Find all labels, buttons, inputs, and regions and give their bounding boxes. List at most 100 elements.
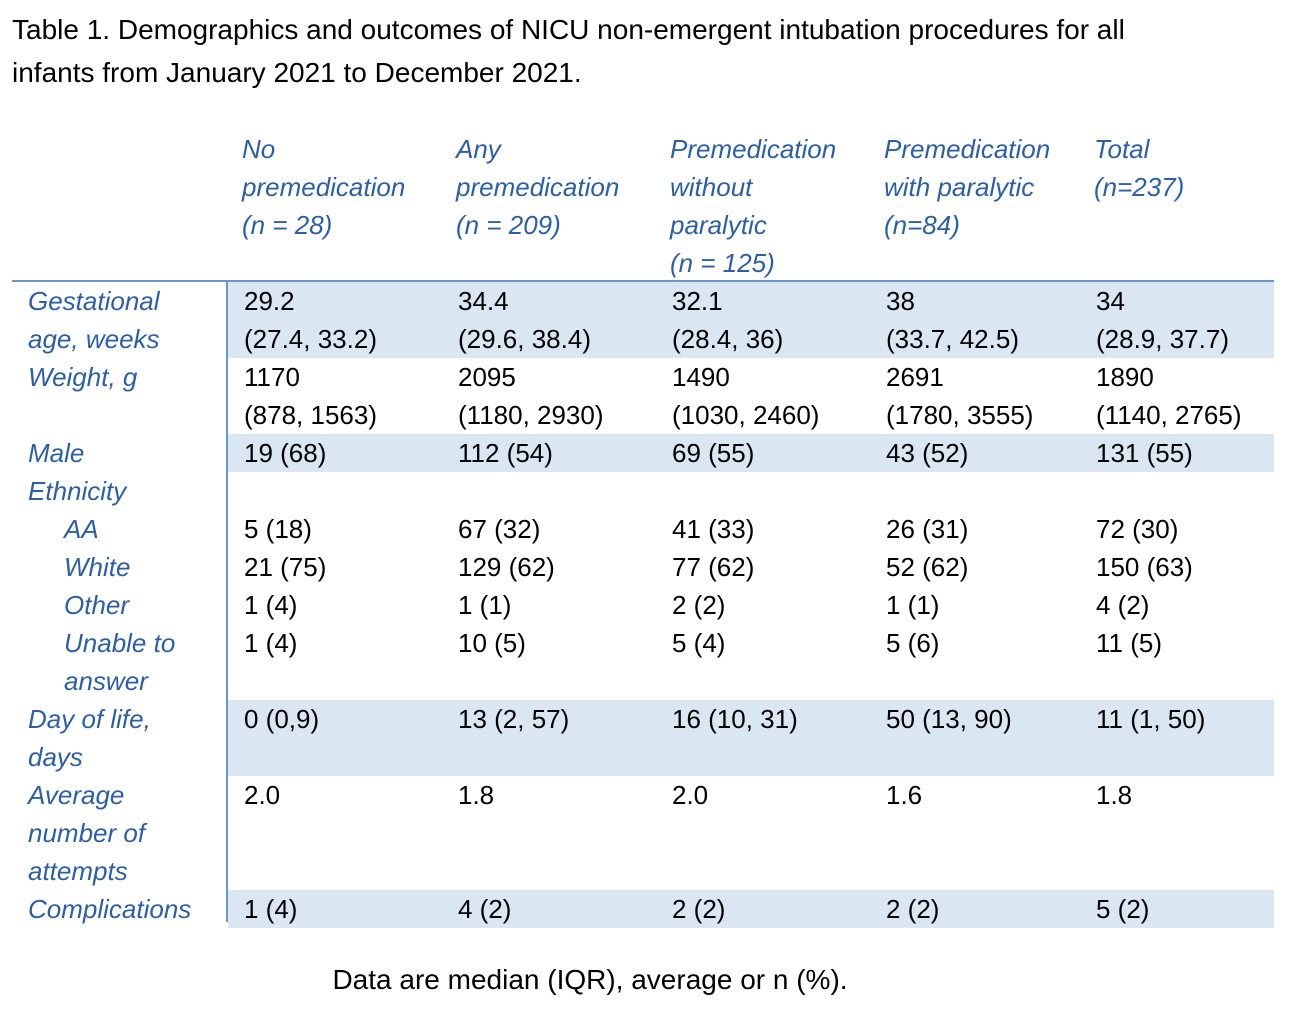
cell-line: 11 (5): [1096, 628, 1162, 658]
row-shading: [228, 434, 1274, 472]
cell-line: (878, 1563): [244, 400, 377, 430]
row-label-line: Other: [64, 590, 130, 620]
column-header-line: premedication: [242, 172, 406, 202]
cell-line: 41 (33): [672, 514, 755, 544]
column-header-line: premedication: [456, 172, 620, 202]
table-cell: 29.2 (27.4, 33.2): [244, 282, 377, 358]
table-cell: 5 (18): [244, 510, 312, 548]
cell-line: (29.6, 38.4): [458, 324, 591, 354]
table-cell: 4 (2): [1096, 586, 1149, 624]
table-row: AA 5 (18) 67 (32) 41 (33) 26 (31) 72 (30): [12, 510, 1274, 548]
table-cell: 19 (68): [244, 434, 326, 472]
row-label-line: Ethnicity: [28, 476, 127, 506]
cell-line: 26 (31): [886, 514, 969, 544]
row-label: Complications: [28, 890, 191, 928]
table-cell: 1.8: [1096, 776, 1132, 814]
cell-line: 19 (68): [244, 438, 327, 468]
cell-line: 1170: [244, 362, 300, 392]
table-cell: 2.0: [244, 776, 280, 814]
cell-line: 1.8: [458, 780, 495, 810]
row-label-line: AA: [64, 514, 99, 544]
table-cell: 10 (5): [458, 624, 526, 662]
cell-line: 5 (6): [886, 628, 940, 658]
cell-line: 38: [886, 286, 915, 316]
table-cell: 1 (1): [458, 586, 511, 624]
row-shading: [228, 700, 1274, 776]
caption-line: infants from January 2021 to December 20…: [12, 57, 582, 88]
row-label: Ethnicity: [28, 472, 126, 510]
column-header: Premedication with paralytic (n=84): [884, 130, 1050, 244]
cell-line: 1890: [1096, 362, 1154, 392]
table-cell: 131 (55): [1096, 434, 1193, 472]
table-footnote: Data are median (IQR), average or n (%).: [332, 964, 848, 995]
table-cell: 1 (4): [244, 586, 297, 624]
cell-line: 150 (63): [1096, 552, 1193, 582]
cell-line: 1 (4): [244, 590, 298, 620]
row-label: White: [64, 548, 130, 586]
table-row: Complications 1 (4) 4 (2) 2 (2) 2 (2) 5 (2): [12, 890, 1274, 928]
table-cell: 69 (55): [672, 434, 754, 472]
cell-line: (28.4, 36): [672, 324, 784, 354]
row-label: Weight, g: [28, 358, 137, 396]
table-cell: 32.1 (28.4, 36): [672, 282, 783, 358]
row-label-line: Average: [28, 780, 125, 810]
column-header-line: Any: [456, 134, 501, 164]
column-header-line: (n=237): [1094, 172, 1185, 202]
cell-line: 2095: [458, 362, 516, 392]
row-label: Average number of attempts: [28, 776, 145, 890]
row-label-line: White: [64, 552, 131, 582]
column-header-line: without: [670, 172, 753, 202]
row-shading: [228, 890, 1274, 928]
header-rule: [12, 280, 1274, 282]
table-cell: 41 (33): [672, 510, 754, 548]
caption-line: Table 1. Demographics and outcomes of NI…: [12, 14, 1125, 45]
row-label: Gestational age, weeks: [28, 282, 160, 358]
table-cell: 0 (0,9): [244, 700, 319, 738]
table-row: White 21 (75) 129 (62) 77 (62) 52 (62) 150 (6…: [12, 548, 1274, 586]
column-header-line: Premedication: [884, 134, 1051, 164]
row-label-line: Male: [28, 438, 85, 468]
table-cell: 150 (63): [1096, 548, 1193, 586]
table-cell: 16 (10, 31): [672, 700, 798, 738]
cell-line: (28.9, 37.7): [1096, 324, 1229, 354]
cell-line: 1 (4): [244, 628, 298, 658]
cell-line: 0 (0,9): [244, 704, 320, 734]
table-row: Unable to answer 1 (4) 10 (5) 5 (4) 5 (6) 11 (…: [12, 624, 1274, 700]
cell-line: (33.7, 42.5): [886, 324, 1019, 354]
cell-line: 1.6: [886, 780, 923, 810]
row-label: Male: [28, 434, 84, 472]
cell-line: 1490: [672, 362, 730, 392]
table-cell: 4 (2): [458, 890, 511, 928]
cell-line: 2 (2): [672, 894, 726, 924]
cell-line: (1180, 2930): [458, 400, 604, 430]
cell-line: 2 (2): [886, 894, 940, 924]
column-header: Any premedication (n = 209): [456, 130, 619, 244]
cell-line: (27.4, 33.2): [244, 324, 377, 354]
column-header-line: (n = 209): [456, 210, 561, 240]
row-label-line: age, weeks: [28, 324, 160, 354]
table-cell: 34.4 (29.6, 38.4): [458, 282, 591, 358]
row-label-line: attempts: [28, 856, 128, 886]
column-header-line: Premedication: [670, 134, 837, 164]
table-cell: 5 (6): [886, 624, 939, 662]
cell-line: 131 (55): [1096, 438, 1193, 468]
column-header: Premedication without paralytic (n = 125): [670, 130, 836, 282]
cell-line: 2.0: [672, 780, 709, 810]
table-cell: 2 (2): [886, 890, 939, 928]
table-cell: 67 (32): [458, 510, 540, 548]
table-cell: 11 (1, 50): [1096, 700, 1205, 738]
table-cell: 1170 (878, 1563): [244, 358, 377, 434]
cell-line: 67 (32): [458, 514, 541, 544]
table-cell: 2.0: [672, 776, 708, 814]
table-cell: 2095 (1180, 2930): [458, 358, 604, 434]
cell-line: 1 (1): [886, 590, 940, 620]
row-label-line: Unable to: [64, 628, 176, 658]
table-cell: 2 (2): [672, 586, 725, 624]
cell-line: 112 (54): [458, 438, 553, 468]
cell-line: 34: [1096, 286, 1125, 316]
table-cell: 1.6: [886, 776, 922, 814]
table-cell: 13 (2, 57): [458, 700, 569, 738]
cell-line: 4 (2): [458, 894, 512, 924]
table-row: Gestational age, weeks 29.2 (27.4, 33.2) 34.…: [12, 282, 1274, 358]
cell-line: 129 (62): [458, 552, 555, 582]
